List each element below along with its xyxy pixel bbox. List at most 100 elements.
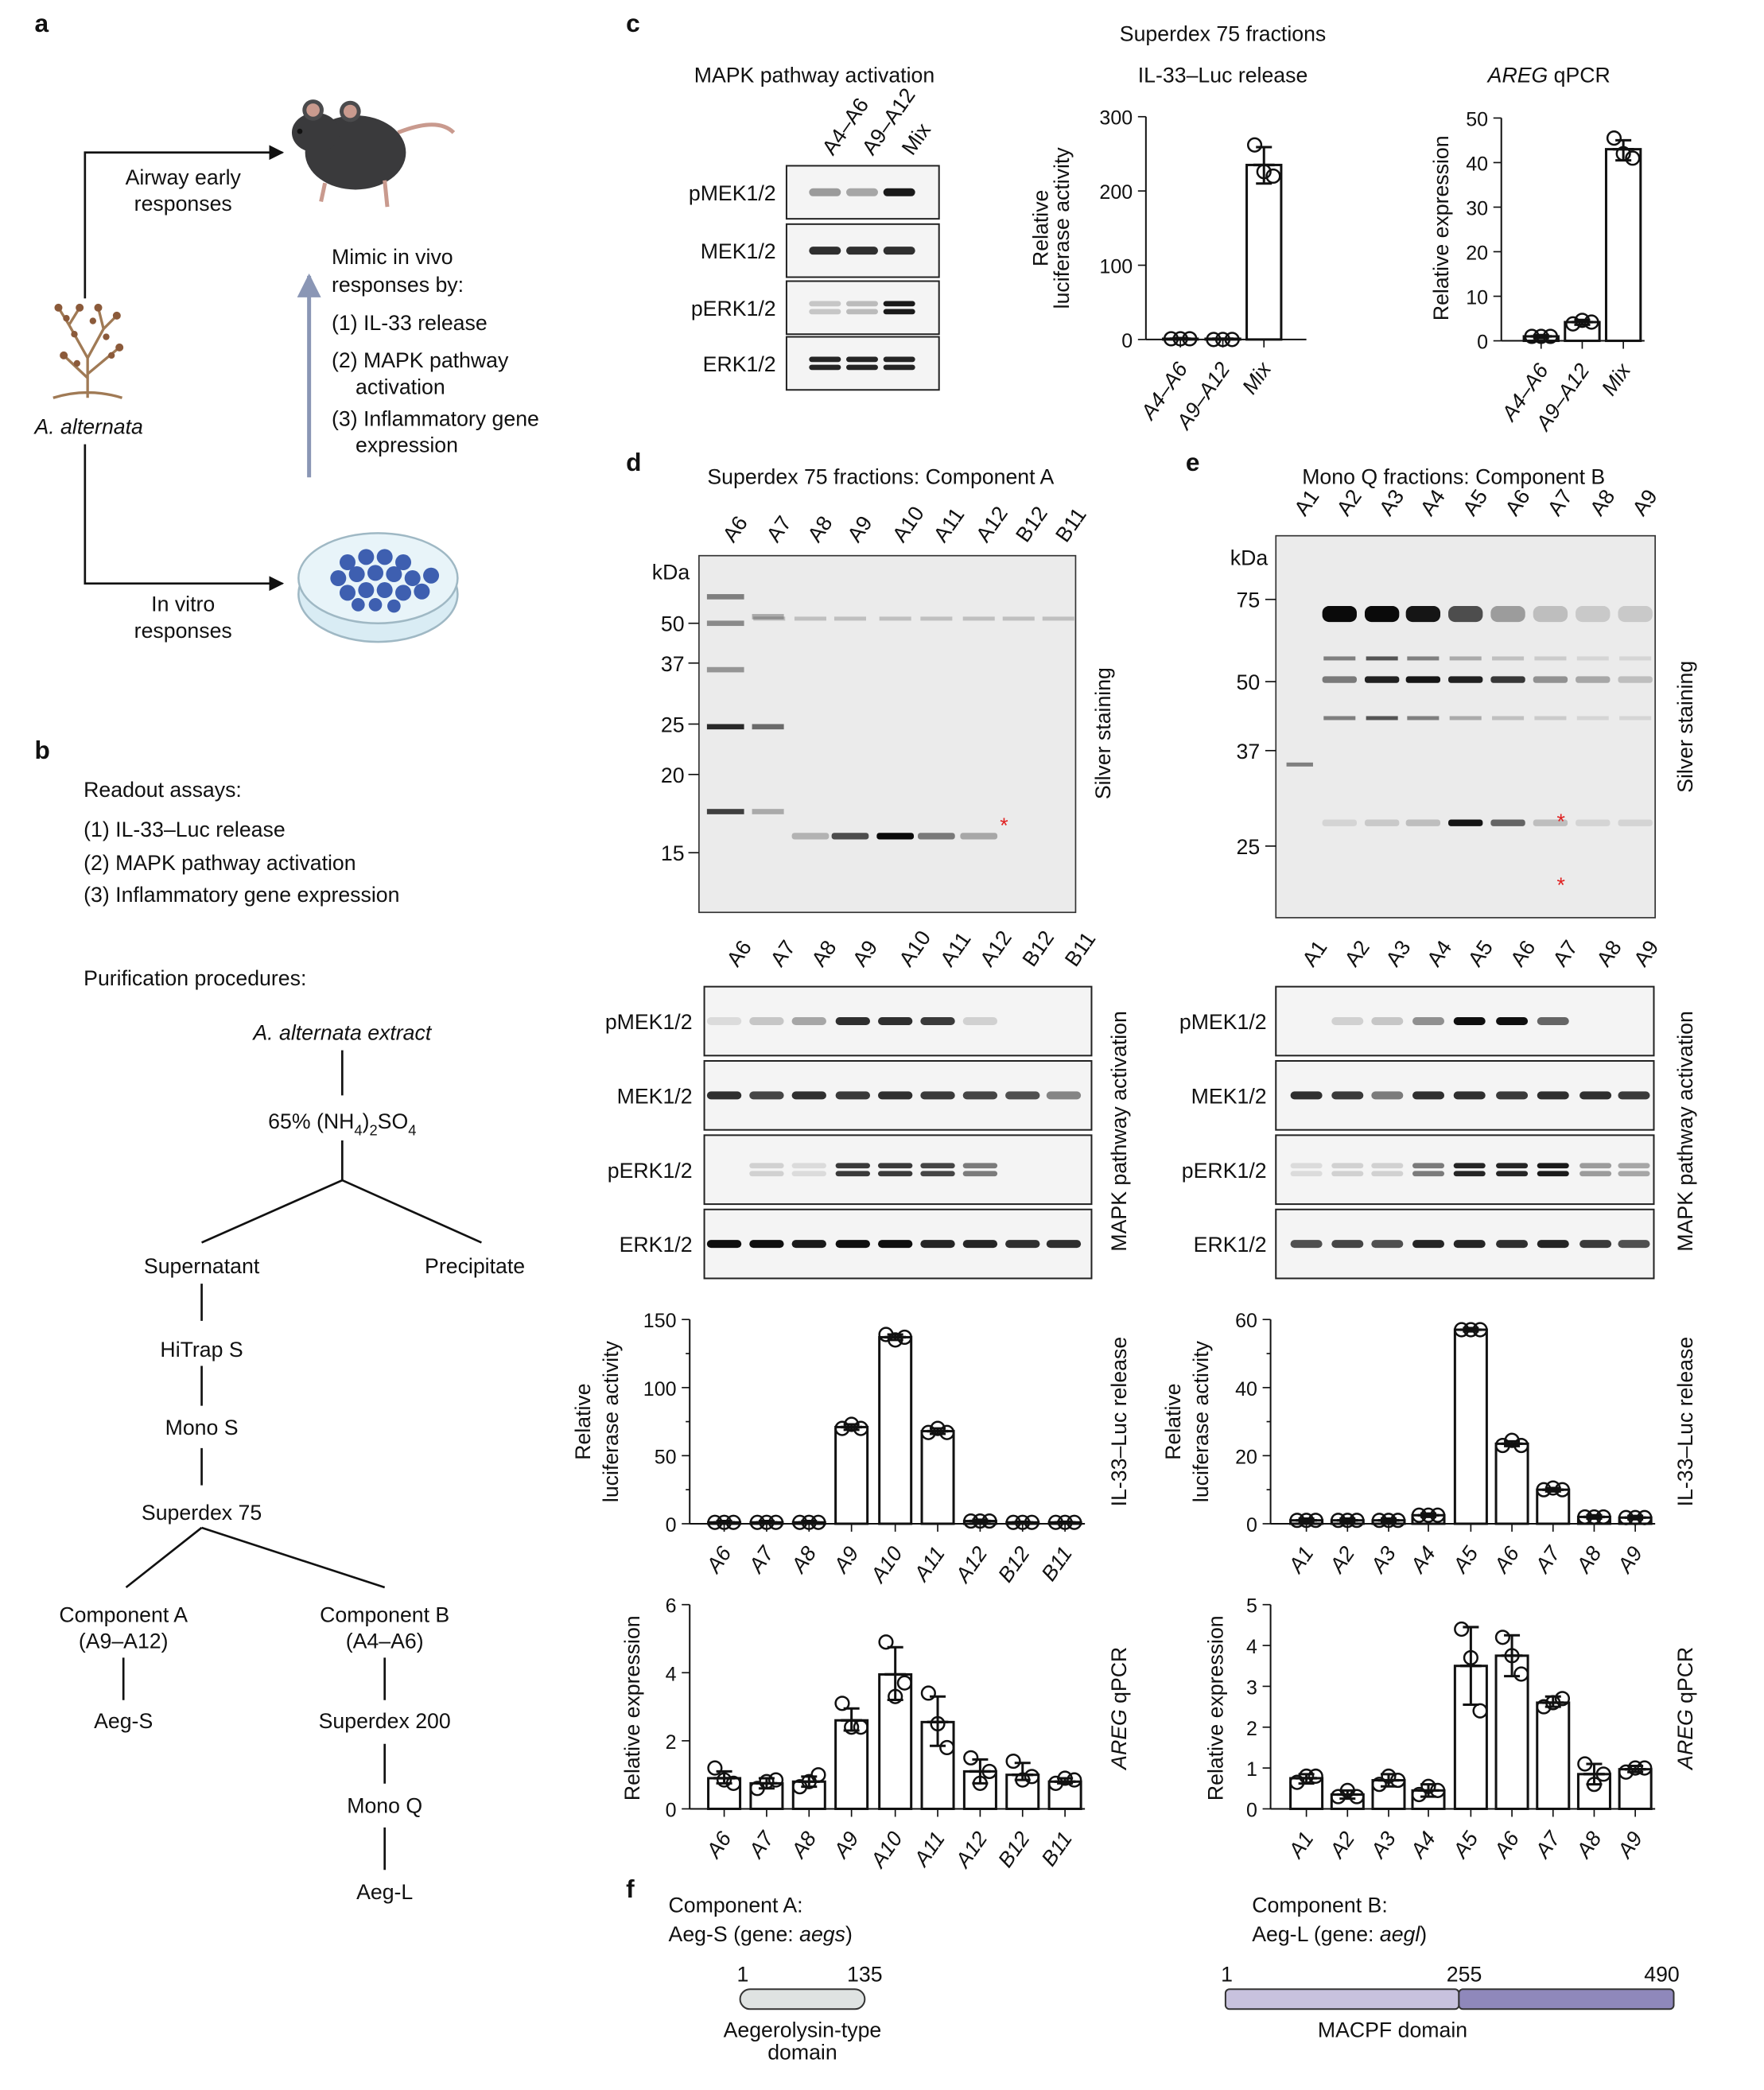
blot-band [1496,1163,1529,1169]
gene-prefix: Aeg-S (gene: [669,1922,800,1946]
data-point [1411,1786,1427,1803]
data-point [1625,150,1641,166]
data-point [1542,328,1559,344]
panel-e-title: Mono Q fractions: Component B [1302,465,1605,489]
gel-band [1618,819,1653,826]
x-tick-label: A7 [743,1826,779,1863]
data-point [1224,332,1240,348]
data-point [1307,1513,1323,1529]
kda-marker-label: 50 [1237,670,1261,694]
blot-erk12: ERK1/2 [703,336,940,391]
gel-band [1533,606,1568,623]
data-point [725,1514,741,1530]
data-point [1574,313,1591,328]
data-point [1463,1649,1478,1666]
x-tick-label: A2 [1324,1827,1360,1863]
fungus-icon [52,303,124,399]
data-point [1513,1666,1529,1682]
y-tick-label: 5 [1246,1595,1257,1618]
data-point [1637,1509,1653,1525]
blot-band [791,1091,826,1100]
x-tick-label: A11 [908,1542,950,1587]
data-point [1307,1768,1323,1784]
blot-lane-label: B12 [1017,927,1059,971]
kda-label: kDa [652,561,690,585]
y-axis-label: Relative [571,1383,595,1459]
y-tick-label: 200 [1099,181,1133,204]
macpf-domain-bar-right [1458,1988,1675,2010]
blot-band [962,1163,998,1169]
lane-label: A9 [1627,485,1661,520]
y-axis-label: Relative [1161,1383,1185,1459]
gel-band [1449,716,1482,721]
blot-band [1412,1171,1445,1177]
blot-perk12: pERK1/2 [1182,1134,1655,1206]
data-point [896,1675,912,1691]
mimic-line-1: Mimic in vivo [332,245,453,269]
gel-band [1533,819,1568,826]
gene-name: aegs [799,1922,845,1946]
y-tick-label: 4 [666,1663,677,1685]
mono-s-label: Mono S [165,1416,239,1439]
gel-band [962,616,995,621]
data-point [801,1514,817,1530]
blot-pmek12: pMEK1/2 [1179,985,1655,1057]
data-point [1057,1514,1073,1530]
x-tick-label: A9 [828,1542,864,1579]
gel-band [920,616,953,621]
blot-band [1371,1171,1404,1177]
bar-A6 [1494,1654,1529,1810]
aeg-l-label: Aeg-L [356,1880,413,1904]
data-point [1595,1766,1611,1782]
data-point [716,1772,732,1788]
gel-band [876,833,915,840]
gel-band [1619,716,1652,721]
x-tick-label: Mix [1238,356,1276,398]
data-point [1472,1703,1488,1719]
panel-label-d: d [626,448,641,476]
blot-band [706,1016,742,1025]
y-tick-label: 100 [643,1378,677,1400]
gel-band [752,614,784,620]
blot-band [962,1240,998,1249]
gel-band [918,833,955,840]
y-tick-label: 30 [1466,197,1488,219]
y-tick-label: 0 [666,1799,677,1821]
lane-label: B12 [1011,502,1052,546]
x-tick-label: B11 [1036,1542,1077,1585]
luc-side-label: IL-33–Luc release [1107,1337,1131,1507]
aegerolysin-domain-bar [739,1988,866,2010]
data-point [1504,1648,1520,1664]
lane-label: A7 [762,511,796,546]
readout-2: (2) MAPK pathway activation [84,851,356,875]
x-tick-label: A6 [701,1827,736,1863]
data-point [939,1739,955,1756]
gel-band [1002,616,1035,621]
gel-band [1490,819,1525,826]
gel-band [1490,676,1525,683]
blot-pmek12: pMEK1/2 [605,985,1093,1057]
gel-band [706,620,744,627]
x-tick-label: A2 [1324,1542,1360,1579]
in-vivo-label-2: responses [134,192,232,216]
blot-band [1046,1091,1082,1100]
y-tick-label: 6 [666,1595,677,1618]
data-point [963,1513,979,1529]
blot-band [883,247,915,255]
gel-band [1322,606,1357,623]
blot-label: pERK1/2 [608,1159,693,1183]
gel-band [1323,656,1356,661]
data-point [1618,1509,1634,1525]
blot-label: pMEK1/2 [689,181,776,205]
data-point [1533,328,1549,344]
y-axis-label: luciferase activity [1050,147,1074,309]
data-point [725,1775,741,1791]
data-point [1554,1691,1571,1707]
bar-chart-e-luc: 0 20 40 60 Relative luciferase activity A1 A2 A3… [1161,1310,1656,1579]
mono-q-label: Mono Q [347,1793,422,1817]
data-point [853,1719,868,1735]
blot-perk12: pERK1/2 [608,1134,1093,1206]
lane-label: A8 [1585,485,1619,520]
bar-A10 [878,1335,913,1525]
blot-band [749,1016,784,1025]
